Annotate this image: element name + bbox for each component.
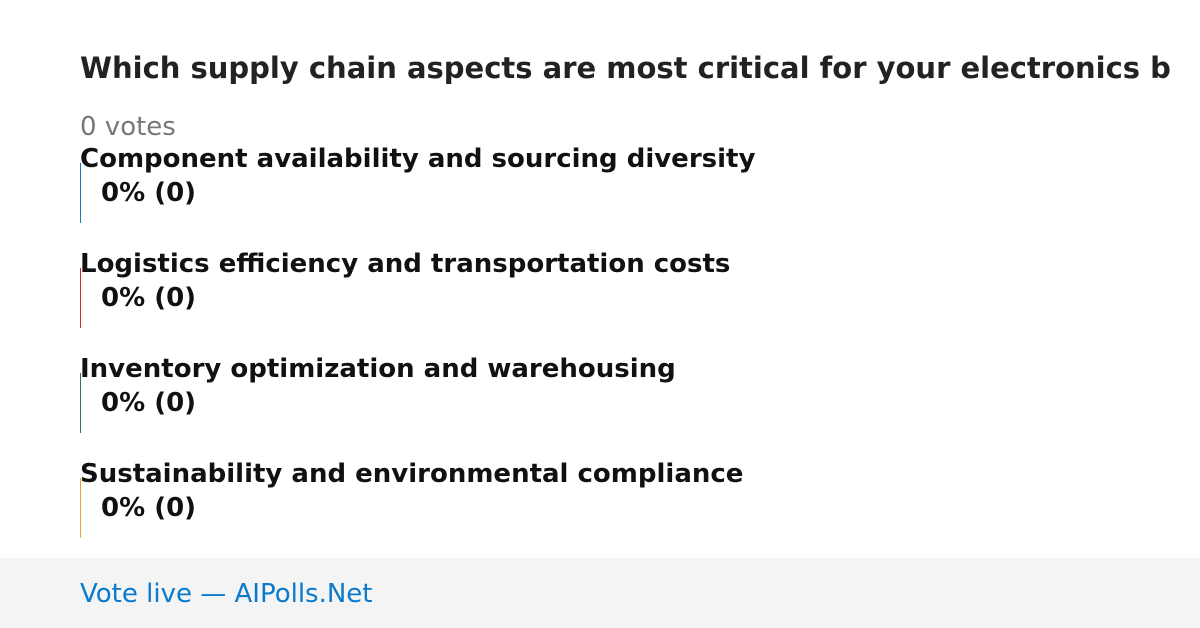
result-label: 0% (0) — [101, 388, 197, 418]
bar-track: 0% (0) — [80, 268, 1121, 328]
result-label: 0% (0) — [101, 493, 197, 523]
option-label: Component availability and sourcing dive… — [80, 144, 756, 174]
bar-track: 0% (0) — [80, 373, 1121, 433]
bar-track: 0% (0) — [80, 478, 1121, 538]
option: Component availability and sourcing dive… — [80, 142, 1120, 247]
option-label: Logistics efficiency and transportation … — [80, 249, 731, 279]
bar-track: 0% (0) — [80, 163, 1121, 223]
poll-title: Which supply chain aspects are most crit… — [80, 51, 1171, 85]
option: Logistics efficiency and transportation … — [80, 247, 1120, 352]
vote-count: 0 votes — [80, 112, 176, 142]
option-label: Sustainability and environmental complia… — [80, 459, 744, 489]
footer-link[interactable]: Vote live — AIPolls.Net — [80, 579, 373, 609]
result-label: 0% (0) — [101, 178, 197, 208]
result-label: 0% (0) — [101, 283, 197, 313]
option: Inventory optimization and warehousing 0%… — [80, 352, 1120, 457]
option-label: Inventory optimization and warehousing — [80, 354, 676, 384]
footer: Vote live — AIPolls.Net — [0, 558, 1200, 628]
option: Sustainability and environmental complia… — [80, 457, 1120, 562]
